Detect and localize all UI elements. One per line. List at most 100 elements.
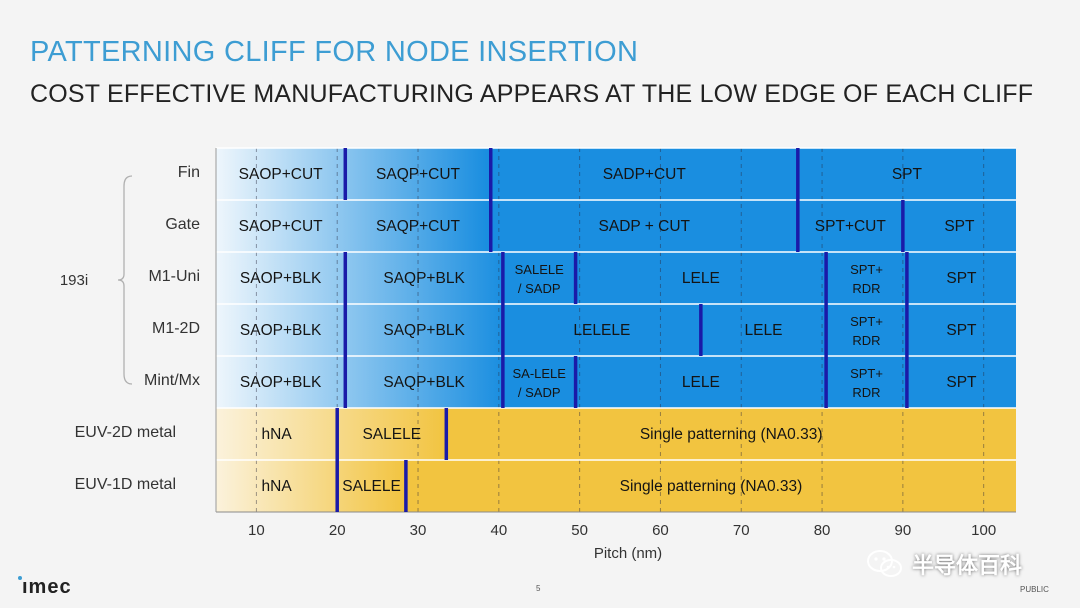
segment-label: SADP + CUT [599, 218, 691, 235]
classification-label: PUBLIC [1020, 585, 1049, 594]
segment-label-line: / SADP [518, 281, 561, 296]
segment-label-line: SALELE [515, 262, 564, 277]
row-label: EUV-2D metal [74, 424, 176, 441]
segment-label: SAOP+BLK [240, 374, 322, 391]
segment-label-line: SAOP+BLK [240, 374, 322, 391]
x-tick-label: 10 [248, 522, 265, 539]
segment-label: SAQP+BLK [383, 374, 465, 391]
segment-label: SPT [892, 166, 923, 183]
segment-label: SPT+CUT [815, 218, 887, 235]
segment-label-line: SAOP+CUT [239, 166, 324, 183]
page-number: 5 [536, 584, 541, 593]
segment-label-line: SPT [946, 374, 977, 391]
segment-label-line: SPT+ [850, 314, 883, 329]
imec-logo: ımec [22, 576, 72, 598]
row-label: Mint/Mx [144, 372, 200, 389]
segment-label: LELELE [573, 322, 630, 339]
segment-label: SALELE [342, 478, 401, 495]
segment-label-line: RDR [852, 281, 880, 296]
x-tick-label: 40 [490, 522, 507, 539]
row-band-0 [216, 148, 1016, 200]
segment-label: LELE [745, 322, 783, 339]
segment-label-line: SPT+ [850, 366, 883, 381]
segment-label: hNA [262, 426, 293, 443]
row-band-5 [216, 408, 1016, 460]
row-label: M1-2D [151, 320, 200, 337]
segment-label: SAQP+BLK [383, 270, 465, 287]
segment-label-line: SPT+CUT [815, 218, 887, 235]
segment-label-line: SAQP+BLK [383, 322, 465, 339]
segment-label-line: LELELE [573, 322, 630, 339]
segment-label: SPT [946, 270, 977, 287]
row-band-6 [216, 460, 1016, 512]
group-label-193i: 193i [60, 272, 88, 289]
watermark: 半导体百科 [866, 548, 1022, 580]
segment-label: SAQP+CUT [376, 218, 461, 235]
slide-subtitle: COST EFFECTIVE MANUFACTURING APPEARS AT … [30, 80, 1034, 108]
segment-label-line: LELE [745, 322, 783, 339]
segment-label-line: SPT [946, 322, 977, 339]
segment-label-line: SAOP+BLK [240, 322, 322, 339]
segment-label: SADP+CUT [603, 166, 687, 183]
segment-label-line: hNA [262, 426, 293, 443]
segment-label-line: SPT [944, 218, 975, 235]
segment-label: SAOP+BLK [240, 322, 322, 339]
segment-label-line: SADP + CUT [599, 218, 691, 235]
segment-label: SAQP+BLK [383, 322, 465, 339]
segment-label: SPT [946, 374, 977, 391]
segment-label: SPT [944, 218, 975, 235]
segment-label: SPT+ RDR [850, 366, 883, 400]
segment-label: SAOP+CUT [239, 218, 324, 235]
x-tick-label: 20 [329, 522, 346, 539]
segment-label: Single patterning (NA0.33) [620, 478, 803, 495]
segment-label: SPT [946, 322, 977, 339]
segment-label-line: SAOP+CUT [239, 218, 324, 235]
segment-label-line: / SADP [518, 385, 561, 400]
segment-label: SA-LELE / SADP [512, 366, 566, 400]
x-tick-label: 50 [571, 522, 588, 539]
segment-label-line: hNA [262, 478, 293, 495]
row-band-1 [216, 200, 1016, 252]
segment-label-line: SAQP+CUT [376, 218, 461, 235]
wechat-icon [867, 550, 902, 577]
segment-label-line: SAQP+BLK [383, 374, 465, 391]
segment-label-line: SAQP+CUT [376, 166, 461, 183]
segment-label-line: SPT [892, 166, 923, 183]
segment-label: Single patterning (NA0.33) [640, 426, 823, 443]
logo-dot [18, 576, 22, 580]
segment-label-line: SPT+ [850, 262, 883, 277]
segment-label-line: SALELE [362, 426, 421, 443]
x-tick-label: 100 [971, 522, 996, 539]
segment-label-line: RDR [852, 333, 880, 348]
segment-label: SALELE / SADP [515, 262, 564, 296]
segment-label: SALELE [362, 426, 421, 443]
segment-label-line: RDR [852, 385, 880, 400]
segment-label: SAQP+CUT [376, 166, 461, 183]
x-axis-label: Pitch (nm) [594, 545, 662, 562]
row-label: M1-Uni [148, 268, 200, 285]
x-tick-label: 70 [733, 522, 750, 539]
x-tick-label: 60 [652, 522, 669, 539]
segment-label-line: SA-LELE [512, 366, 566, 381]
watermark-text: 半导体百科 [912, 553, 1023, 578]
segment-label: LELE [682, 374, 720, 391]
row-label: Fin [177, 164, 200, 181]
row-label: EUV-1D metal [74, 476, 176, 493]
segment-label-line: Single patterning (NA0.33) [640, 426, 823, 443]
segment-label-line: LELE [682, 270, 720, 287]
segment-label-line: SADP+CUT [603, 166, 687, 183]
segment-label-line: LELE [682, 374, 720, 391]
segment-label: SAOP+CUT [239, 166, 324, 183]
segment-label-line: SAQP+BLK [383, 270, 465, 287]
segment-label-line: SALELE [342, 478, 401, 495]
slide-title: PATTERNING CLIFF FOR NODE INSERTION [30, 36, 639, 68]
row-band-3 [216, 304, 1016, 356]
segment-label-line: SPT [946, 270, 977, 287]
segment-label: SAOP+BLK [240, 270, 322, 287]
row-band-2 [216, 252, 1016, 304]
segment-label-line: SAOP+BLK [240, 270, 322, 287]
x-tick-label: 30 [410, 522, 427, 539]
x-tick-label: 80 [814, 522, 831, 539]
segment-label: hNA [262, 478, 293, 495]
